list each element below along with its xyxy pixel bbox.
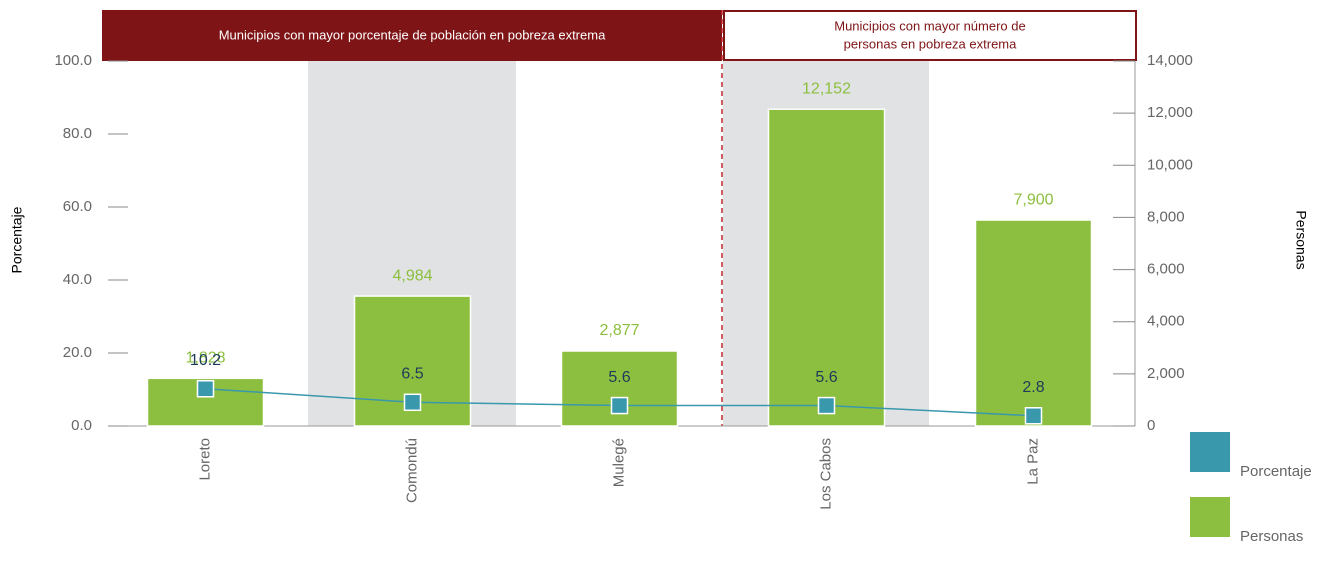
y2-tick-label: 4,000 (1147, 313, 1185, 330)
y2-axis-label: Personas (1293, 210, 1309, 269)
header-box (102, 10, 722, 61)
y2-tick-label: 14,000 (1147, 52, 1193, 69)
bar-value-label: 12,152 (802, 80, 851, 97)
bar-value-label: 7,900 (1013, 191, 1053, 208)
bar-value-label: 2,877 (599, 322, 639, 339)
header-text: Municipios con mayor número de (834, 18, 1025, 33)
y-tick-label: 20.0 (63, 344, 92, 361)
bar (974, 219, 1093, 427)
bar (767, 108, 886, 427)
line-value-label: 2.8 (1022, 379, 1044, 396)
y2-tick-label: 12,000 (1147, 104, 1193, 121)
x-tick-label: La Paz (1024, 438, 1041, 485)
legend-swatch (1190, 432, 1230, 472)
legend-swatch (1190, 497, 1230, 537)
x-tick-label: Los Cabos (817, 438, 834, 510)
y2-tick-label: 0 (1147, 417, 1155, 434)
y-tick-label: 100.0 (54, 52, 92, 69)
line-marker (403, 393, 422, 412)
bar (560, 350, 679, 427)
header-text: personas en pobreza extrema (844, 36, 1017, 51)
y-tick-label: 40.0 (63, 271, 92, 288)
header-box (723, 10, 1137, 61)
line-value-label: 5.6 (608, 369, 630, 386)
line-value-label: 10.2 (190, 352, 221, 369)
legend-label: Porcentaje (1240, 463, 1312, 480)
y2-tick-label: 6,000 (1147, 261, 1185, 278)
y-tick-label: 0.0 (71, 417, 92, 434)
x-tick-label: Loreto (196, 438, 213, 481)
line-marker (196, 380, 215, 398)
x-tick-label: Comondú (403, 438, 420, 503)
line-marker (1024, 407, 1043, 425)
header-text: Municipios con mayor porcentaje de pobla… (219, 27, 606, 42)
line-value-label: 5.6 (815, 369, 837, 386)
y-tick-label: 60.0 (63, 198, 92, 215)
y-axis-label: Porcentaje (9, 206, 25, 273)
line-value-label: 6.5 (401, 365, 423, 382)
bar-value-label: 1,828 (185, 350, 225, 367)
line-marker (817, 396, 836, 415)
legend-label: Personas (1240, 528, 1303, 545)
y-tick-label: 80.0 (63, 125, 92, 142)
line-marker (610, 396, 629, 415)
bar-value-label: 4,984 (392, 267, 432, 284)
x-tick-label: Mulegé (610, 438, 627, 487)
y2-tick-label: 2,000 (1147, 365, 1185, 382)
y2-tick-label: 10,000 (1147, 156, 1193, 173)
y2-tick-label: 8,000 (1147, 208, 1185, 225)
